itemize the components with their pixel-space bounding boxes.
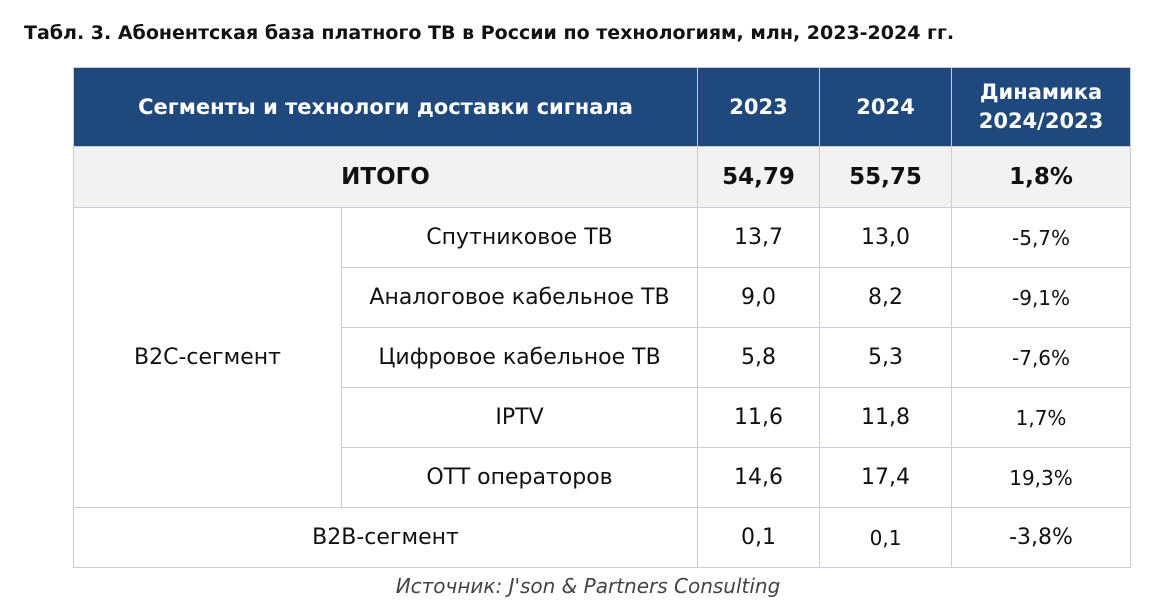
b2b-dynamics: -3,8% <box>951 507 1132 568</box>
table-row: B2C-сегмент Спутниковое ТВ 13,7 13,0 -5,… <box>73 207 1132 508</box>
table-caption: Табл. 3. Абонентская база платного ТВ в … <box>24 22 955 44</box>
value-2023: 14,6 <box>697 447 821 508</box>
source-note: Источник: J'son & Partners Consulting <box>395 574 781 598</box>
tech-label: Цифровое кабельное ТВ <box>340 327 699 388</box>
tech-label: Спутниковое ТВ <box>340 207 699 268</box>
value-2024: 5,3 <box>819 327 953 388</box>
header-dynamics-line2: 2024/2023 <box>978 109 1104 133</box>
header-dynamics: Динамика 2024/2023 <box>951 67 1132 147</box>
header-segments: Сегменты и технологи доставки сигнала <box>72 67 699 147</box>
tech-label: IPTV <box>340 387 699 448</box>
tech-label: Аналоговое кабельное ТВ <box>340 267 699 328</box>
value-2023: 9,0 <box>697 267 821 328</box>
b2b-2023: 0,1 <box>697 507 821 568</box>
dynamics-value: -7,6% <box>951 327 1132 388</box>
value-2024: 17,4 <box>819 447 953 508</box>
total-2023: 54,79 <box>697 146 821 208</box>
header-2023: 2023 <box>697 67 821 147</box>
total-label: ИТОГО <box>72 146 699 208</box>
value-2023: 5,8 <box>697 327 821 388</box>
total-2024: 55,75 <box>819 146 953 208</box>
table-row: OTT операторов 14,6 17,4 19,3% <box>74 447 1132 508</box>
subscriber-table: Сегменты и технологи доставки сигнала 20… <box>72 67 1132 568</box>
dynamics-value: 1,7% <box>951 387 1132 448</box>
dynamics-value: 19,3% <box>951 447 1132 508</box>
value-2024: 13,0 <box>819 207 953 268</box>
b2b-segment-label: B2B-сегмент <box>72 507 699 568</box>
tech-label: OTT операторов <box>340 447 699 508</box>
header-dynamics-line1: Динамика <box>979 80 1103 104</box>
dynamics-value: -5,7% <box>951 207 1132 268</box>
b2b-2024: 0,1 <box>819 507 953 568</box>
b2b-row: B2B-сегмент 0,1 0,1 -3,8% <box>72 507 1132 568</box>
header-2024: 2024 <box>819 67 953 147</box>
value-2023: 13,7 <box>697 207 821 268</box>
dynamics-value: -9,1% <box>951 267 1132 328</box>
total-dynamics: 1,8% <box>951 146 1132 208</box>
b2c-segment-label: B2C-сегмент <box>73 207 342 508</box>
value-2024: 11,8 <box>819 387 953 448</box>
table-row: IPTV 11,6 11,8 1,7% <box>74 387 1132 448</box>
value-2023: 11,6 <box>697 387 821 448</box>
total-row: ИТОГО 54,79 55,75 1,8% <box>72 146 1132 208</box>
header-row: Сегменты и технологи доставки сигнала 20… <box>72 67 1132 147</box>
value-2024: 8,2 <box>819 267 953 328</box>
